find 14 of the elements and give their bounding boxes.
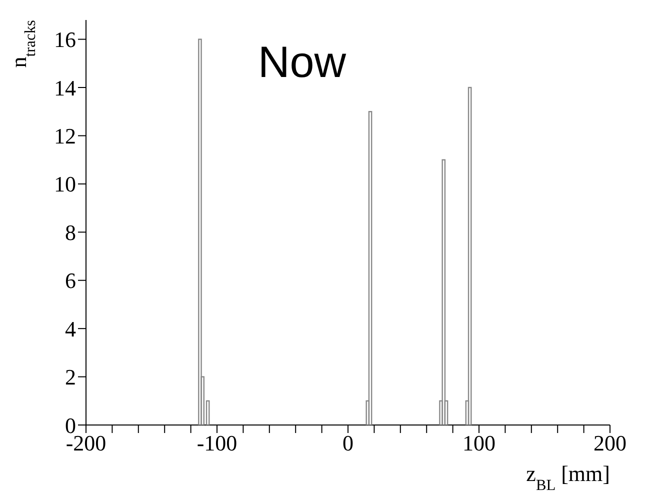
y-tick-label: 16: [54, 27, 76, 52]
y-tick-label: 14: [54, 75, 76, 100]
x-tick-label: 0: [342, 430, 354, 456]
y-tick-label: 2: [65, 364, 76, 390]
x-tick-label: -100: [196, 430, 238, 456]
y-tick-label: 4: [65, 316, 76, 342]
y-tick-label: 10: [54, 172, 76, 197]
y-tick-label: 12: [54, 124, 76, 149]
x-tick-label: 100: [462, 430, 496, 456]
x-axis-title: z$_{BL}$ [mm]: [526, 461, 610, 494]
annotation: Now: [258, 38, 346, 88]
y-tick-label: 6: [65, 268, 76, 294]
y-tick-label: 8: [65, 220, 76, 245]
x-tick-label: 200: [594, 430, 626, 456]
